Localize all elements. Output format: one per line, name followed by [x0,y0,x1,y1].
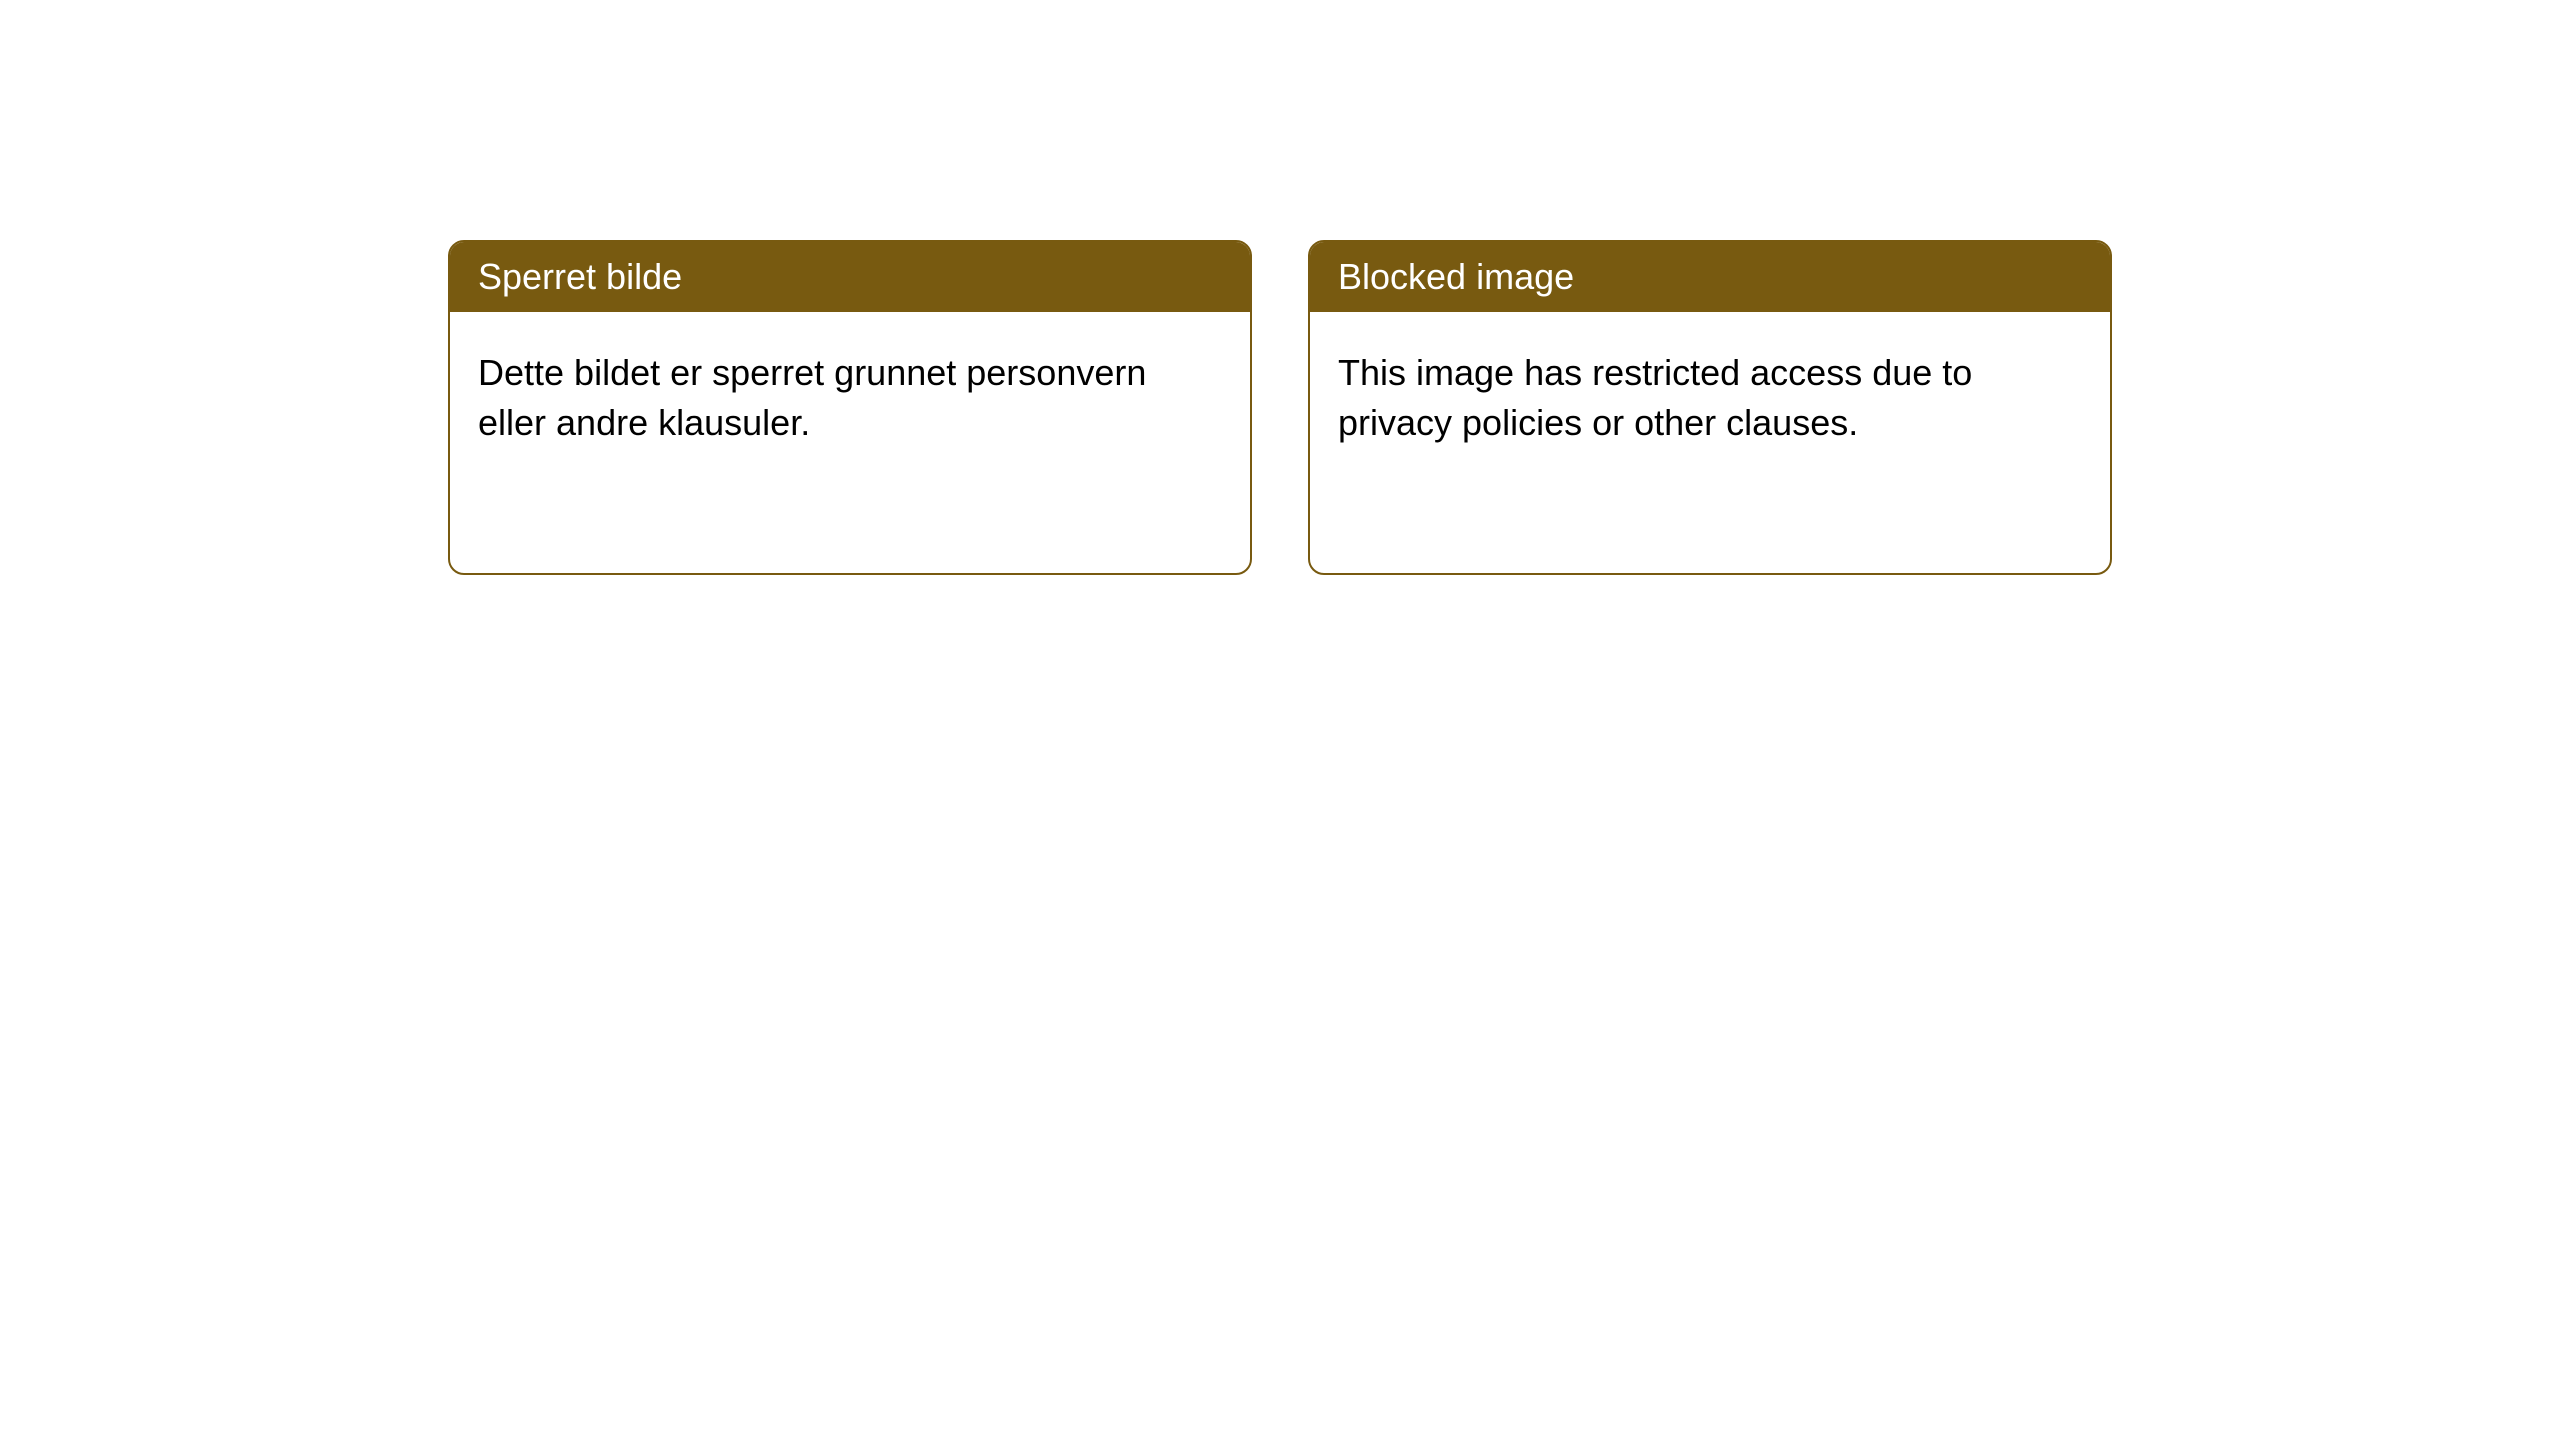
card-body: This image has restricted access due to … [1310,312,2110,485]
blocked-image-card-no: Sperret bilde Dette bildet er sperret gr… [448,240,1252,575]
cards-container: Sperret bilde Dette bildet er sperret gr… [448,240,2112,575]
card-header: Sperret bilde [450,242,1250,312]
card-header: Blocked image [1310,242,2110,312]
blocked-image-card-en: Blocked image This image has restricted … [1308,240,2112,575]
card-body: Dette bildet er sperret grunnet personve… [450,312,1250,485]
